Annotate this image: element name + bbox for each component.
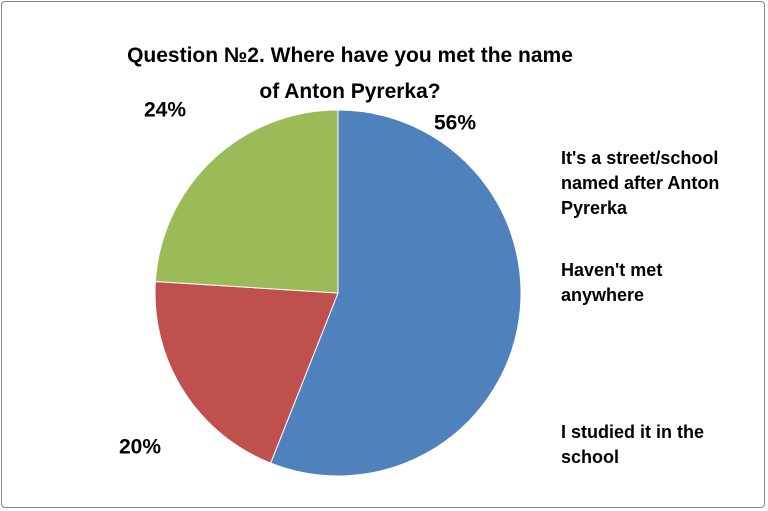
pie-slice xyxy=(154,109,339,294)
legend-label: It's a street/school named after Anton P… xyxy=(561,148,720,218)
data-label: 56% xyxy=(434,112,476,135)
data-label: 24% xyxy=(144,99,186,122)
data-label: 20% xyxy=(119,436,161,459)
pie-slice xyxy=(269,109,522,477)
legend-label: I studied it in the school xyxy=(561,422,704,467)
pie-slice xyxy=(154,280,339,464)
chart-title: Question №2. Where have you met the name… xyxy=(127,44,573,103)
legend-label: Haven't met anywhere xyxy=(561,260,663,305)
